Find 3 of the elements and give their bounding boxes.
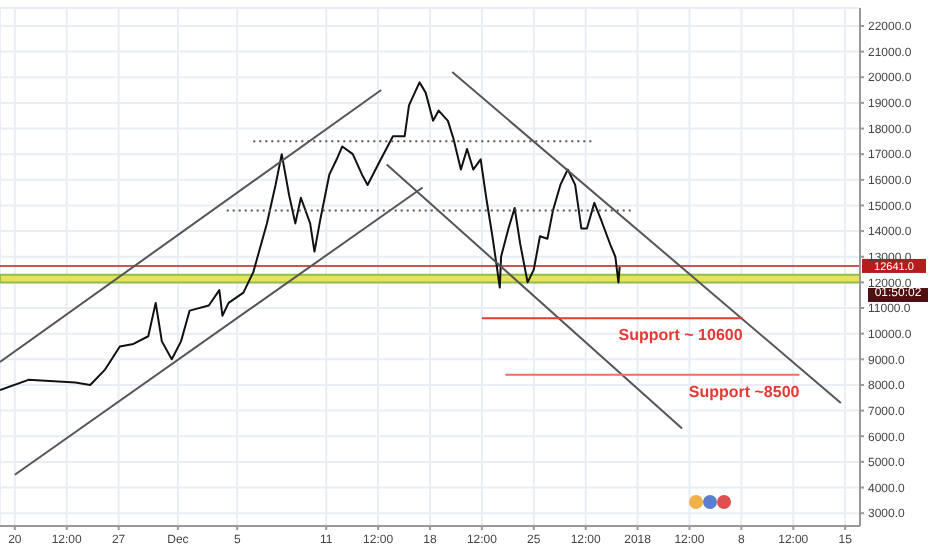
series-label: Support ~8500 <box>688 382 801 401</box>
series-label: Support ~ 10600 <box>618 326 744 345</box>
line-series <box>0 81 621 392</box>
